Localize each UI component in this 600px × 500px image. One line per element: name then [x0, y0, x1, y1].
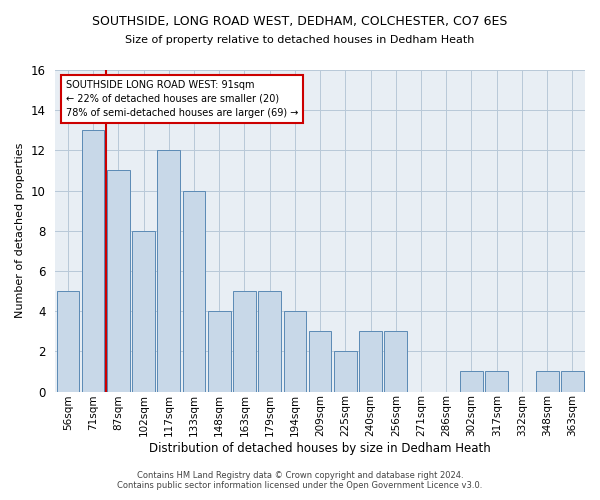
Bar	[460, 372, 483, 392]
Bar	[359, 332, 382, 392]
Bar	[485, 372, 508, 392]
Bar	[334, 352, 357, 392]
Bar	[132, 231, 155, 392]
Bar	[385, 332, 407, 392]
Bar	[284, 311, 306, 392]
Bar	[107, 170, 130, 392]
Bar	[56, 291, 79, 392]
Text: SOUTHSIDE LONG ROAD WEST: 91sqm
← 22% of detached houses are smaller (20)
78% of: SOUTHSIDE LONG ROAD WEST: 91sqm ← 22% of…	[66, 80, 298, 118]
Bar	[182, 190, 205, 392]
Bar	[309, 332, 331, 392]
Text: Size of property relative to detached houses in Dedham Heath: Size of property relative to detached ho…	[125, 35, 475, 45]
X-axis label: Distribution of detached houses by size in Dedham Heath: Distribution of detached houses by size …	[149, 442, 491, 455]
Bar	[82, 130, 104, 392]
Bar	[233, 291, 256, 392]
Text: Contains HM Land Registry data © Crown copyright and database right 2024.
Contai: Contains HM Land Registry data © Crown c…	[118, 470, 482, 490]
Bar	[208, 311, 230, 392]
Bar	[536, 372, 559, 392]
Y-axis label: Number of detached properties: Number of detached properties	[15, 143, 25, 318]
Bar	[157, 150, 180, 392]
Text: SOUTHSIDE, LONG ROAD WEST, DEDHAM, COLCHESTER, CO7 6ES: SOUTHSIDE, LONG ROAD WEST, DEDHAM, COLCH…	[92, 15, 508, 28]
Bar	[561, 372, 584, 392]
Bar	[259, 291, 281, 392]
